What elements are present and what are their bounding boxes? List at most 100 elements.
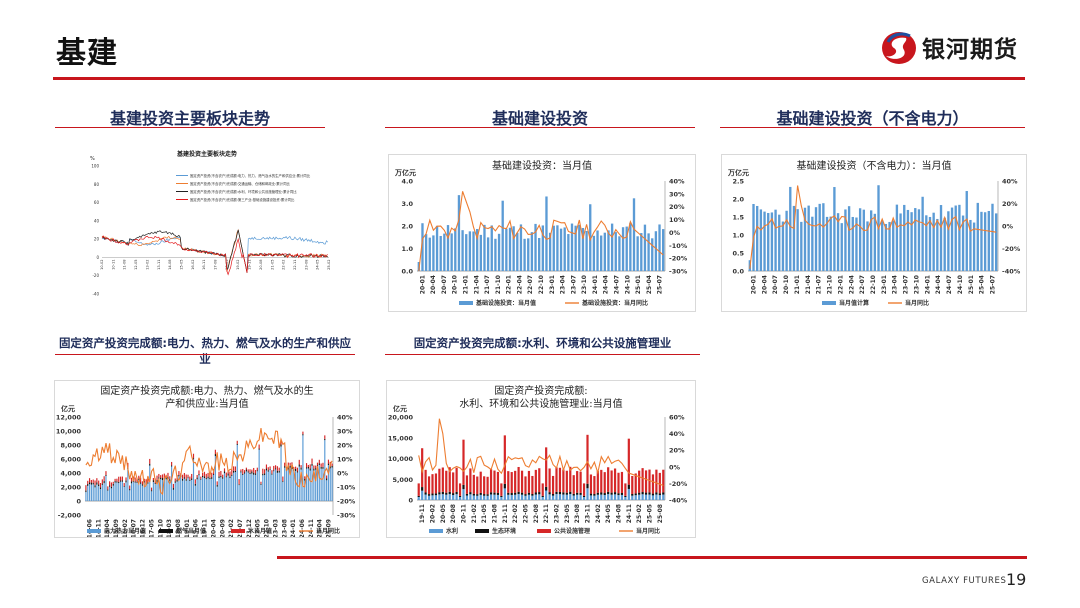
bar — [141, 481, 144, 485]
bar — [496, 471, 500, 493]
bar — [214, 449, 216, 455]
y-left-tick: 0 — [76, 498, 81, 506]
bar — [269, 469, 271, 501]
bar — [825, 216, 829, 271]
bar — [624, 497, 627, 500]
bar — [462, 484, 465, 490]
bar — [545, 490, 548, 500]
bar — [220, 475, 222, 478]
bar — [818, 203, 821, 271]
x-tick: 25-09 — [326, 519, 333, 537]
bar — [200, 478, 202, 480]
bar — [450, 233, 453, 271]
bar — [99, 482, 102, 488]
bar — [276, 470, 278, 473]
x-tick: 23-07 — [570, 275, 577, 294]
bar — [538, 468, 541, 493]
x-tick: 20-08 — [450, 504, 457, 523]
y-right-tick: -30% — [337, 512, 356, 520]
y-left-tick: 1.5 — [732, 214, 744, 222]
bar — [251, 473, 253, 501]
x-tick: 21-05 — [481, 504, 488, 523]
bar — [507, 494, 510, 500]
bar — [191, 473, 193, 479]
bar — [603, 232, 606, 271]
bar — [154, 482, 156, 484]
bar — [94, 485, 96, 488]
bar — [331, 463, 333, 467]
bar — [510, 494, 513, 500]
x-tick: 21-02 — [471, 504, 478, 523]
y-left-tick: 0.5 — [732, 250, 744, 258]
bar — [427, 476, 431, 495]
bar — [212, 474, 215, 475]
bar — [238, 485, 240, 501]
bar — [641, 468, 644, 493]
x-tick: 21-12 — [246, 519, 253, 537]
section-divider — [720, 127, 1025, 128]
bar — [107, 486, 109, 490]
bar — [965, 191, 968, 271]
bar — [271, 470, 273, 474]
bar — [644, 492, 648, 495]
bar — [417, 497, 420, 500]
x-tick: 14-06 — [86, 519, 93, 537]
bar — [134, 482, 136, 501]
bar — [85, 492, 87, 501]
bar — [634, 493, 637, 496]
bar — [280, 444, 282, 447]
bar — [202, 475, 204, 478]
x-tick: 22-07 — [859, 275, 866, 294]
y-right-tick: 40% — [337, 414, 353, 422]
bar — [465, 234, 468, 271]
bar — [180, 476, 182, 501]
bar — [254, 473, 257, 475]
bar — [621, 227, 625, 271]
bar — [172, 488, 175, 490]
bar — [613, 468, 617, 493]
bar — [508, 227, 512, 271]
bar — [174, 478, 176, 482]
x-tick: 20-10 — [783, 275, 790, 294]
legend-label: 生态环境 — [492, 527, 516, 535]
x-tick: 25-04 — [317, 519, 324, 537]
bar — [538, 492, 541, 495]
bar — [243, 472, 246, 474]
bar — [500, 483, 503, 496]
bar — [242, 474, 244, 476]
section-title-infra: 基础建设投资 — [491, 109, 588, 128]
bar — [789, 186, 792, 271]
x-tick: 12-05 — [134, 259, 138, 269]
bar — [331, 466, 333, 468]
bar — [322, 466, 324, 469]
x-tick: 16-11 — [202, 259, 206, 269]
bar — [99, 487, 102, 490]
y-tick: 40 — [94, 218, 100, 223]
bar — [503, 435, 506, 484]
bar — [514, 492, 517, 495]
bar — [572, 475, 575, 494]
bar — [300, 469, 302, 501]
bar — [527, 494, 531, 500]
bar — [178, 474, 180, 477]
bar — [579, 492, 582, 495]
bar — [158, 473, 160, 478]
bar — [576, 471, 579, 493]
bar — [174, 482, 176, 501]
y-tick: -20 — [92, 273, 99, 278]
bar — [541, 225, 544, 271]
bar — [548, 232, 552, 271]
bar — [600, 494, 603, 500]
bar — [123, 486, 125, 488]
bar — [531, 493, 534, 496]
bar — [439, 235, 442, 271]
bar — [231, 469, 233, 475]
bar — [150, 487, 153, 491]
brand-name: 银河期货 — [922, 37, 1018, 63]
bar — [295, 468, 297, 471]
bar — [987, 210, 990, 271]
bar — [258, 449, 260, 501]
bar — [486, 237, 490, 271]
x-tick: 23-04 — [892, 275, 899, 294]
bar — [458, 495, 462, 498]
